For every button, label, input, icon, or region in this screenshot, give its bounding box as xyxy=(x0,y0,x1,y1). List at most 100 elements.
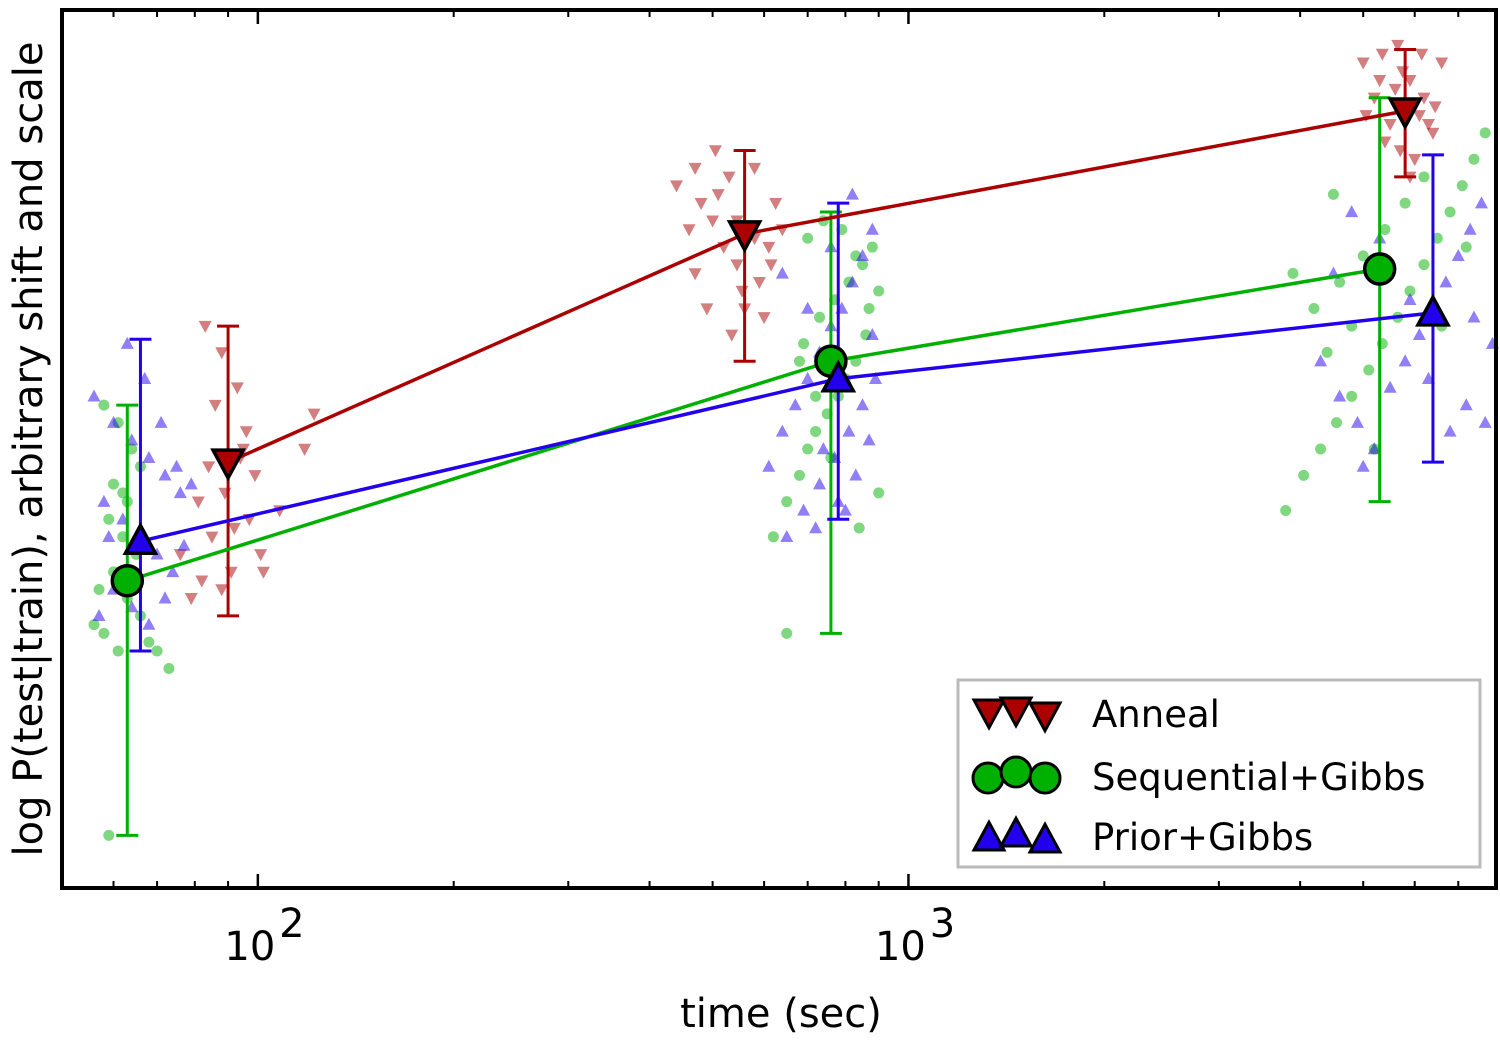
scatter-point xyxy=(810,390,822,402)
mean-marker xyxy=(210,448,247,482)
mean-marker xyxy=(1362,252,1397,286)
scatter-point xyxy=(154,415,168,428)
tick-label-exponent: 3 xyxy=(930,901,955,947)
scatter-point xyxy=(764,259,778,272)
scatter-point xyxy=(1417,92,1431,105)
scatter-point xyxy=(853,522,865,534)
scatter-point xyxy=(1379,224,1391,235)
scatter-point xyxy=(1287,267,1299,279)
legend: Anneal Sequential+Gibbs Prior+Gibbs xyxy=(956,678,1482,869)
scatter-point xyxy=(103,513,115,525)
y-axis-label: log P(test|train), arbitrary shift and s… xyxy=(6,42,52,857)
scatter-point xyxy=(254,549,268,562)
scatter-point xyxy=(856,249,870,262)
scatter-point xyxy=(856,398,870,411)
scatter-point xyxy=(215,347,229,360)
legend-markers xyxy=(971,696,1063,854)
scatter-point xyxy=(1375,48,1389,61)
scatter-point xyxy=(1399,197,1411,209)
scatter-point xyxy=(97,494,111,507)
scatter-point xyxy=(1298,469,1310,481)
legend-marker xyxy=(1027,701,1063,734)
scatter-point xyxy=(769,197,783,210)
scatter-point xyxy=(248,470,262,483)
legend-label-anneal: Anneal xyxy=(1092,693,1220,736)
scatter-point xyxy=(1383,380,1397,393)
scatter-point xyxy=(706,215,720,228)
scatter-point xyxy=(802,232,814,244)
mean-marker xyxy=(122,521,159,555)
scatter-point xyxy=(862,433,876,446)
scatter-point xyxy=(1418,259,1430,271)
scatter-point xyxy=(198,320,212,333)
scatter-point xyxy=(1334,276,1346,288)
mean-marker xyxy=(726,220,763,254)
scatter-point xyxy=(1363,364,1375,376)
scatter-point xyxy=(215,584,229,597)
scatter-point xyxy=(793,469,805,481)
scatter-point xyxy=(849,468,863,481)
scatter-point xyxy=(1403,292,1417,305)
scatter-point xyxy=(669,180,683,193)
scatter-point xyxy=(1435,57,1449,70)
scatter-point xyxy=(845,187,859,200)
scatter-point xyxy=(775,266,789,279)
scatter-point xyxy=(163,663,175,674)
scatter-point xyxy=(142,617,156,630)
scatter-point xyxy=(1373,75,1387,88)
scatter-point xyxy=(801,301,815,314)
scatter-point xyxy=(184,593,198,606)
scatter-point xyxy=(103,829,115,841)
scatter-point xyxy=(813,477,827,490)
scatter-point xyxy=(798,338,810,350)
scatter-point xyxy=(142,450,156,463)
scatter-point xyxy=(1439,275,1453,288)
scatter-point xyxy=(108,478,120,490)
scatter-point xyxy=(1475,196,1489,209)
scatter-point xyxy=(1345,205,1359,218)
scatter-point xyxy=(1428,101,1442,114)
mean-marker xyxy=(1415,293,1451,327)
scatter-point xyxy=(810,425,822,437)
scatter-point xyxy=(1456,180,1468,192)
legend-marker xyxy=(998,815,1034,848)
scatter-point xyxy=(1321,346,1333,358)
tick-label-exponent: 2 xyxy=(279,901,304,947)
scatter-point xyxy=(126,443,138,455)
scatter-point xyxy=(730,259,744,272)
scatter-point xyxy=(1350,415,1364,428)
scatter-point xyxy=(143,636,155,648)
scatter-point xyxy=(173,486,187,499)
scatter-point xyxy=(838,503,852,516)
scatter-point xyxy=(1388,83,1402,96)
legend-marker xyxy=(1028,761,1062,795)
scatter-point xyxy=(865,222,879,235)
scatter-point xyxy=(1415,48,1429,61)
scatter-point xyxy=(781,627,793,639)
scatter-point xyxy=(1315,443,1327,455)
scatter-point xyxy=(762,241,776,254)
scatter-point xyxy=(170,459,184,472)
scatter-point xyxy=(1412,328,1426,341)
legend-marker xyxy=(999,755,1033,789)
scatter-point xyxy=(298,443,312,456)
scatter-point xyxy=(1467,310,1481,323)
scatter-point xyxy=(1333,389,1347,402)
tick-label: 10 xyxy=(224,924,275,970)
scatter-point xyxy=(1444,206,1456,218)
scatter-point xyxy=(205,531,219,544)
legend-marker xyxy=(998,696,1034,729)
scatter-point xyxy=(762,459,776,472)
scatter-point xyxy=(1308,303,1320,315)
scatter-point xyxy=(1426,127,1440,140)
scatter-point xyxy=(816,442,830,455)
scatter-point xyxy=(120,336,134,349)
scatter-point xyxy=(694,197,708,210)
scatter-point xyxy=(117,487,129,499)
scatter-point xyxy=(112,645,124,657)
scatter-point xyxy=(166,565,180,578)
scatter-point xyxy=(873,487,885,499)
scatter-point xyxy=(1393,145,1407,158)
scatter-point xyxy=(873,285,885,297)
mean-marker xyxy=(1387,97,1424,131)
